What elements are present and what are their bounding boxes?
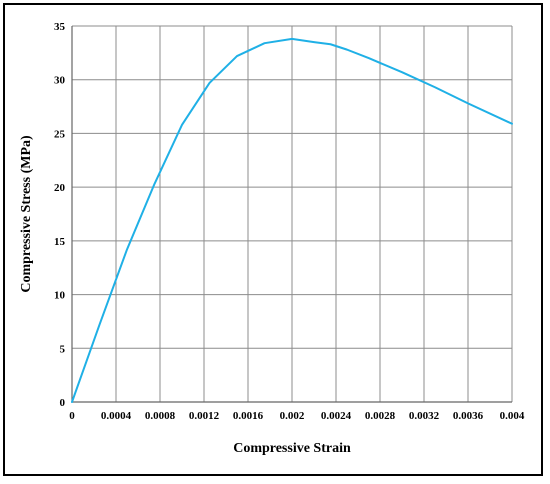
x-axis-title: Compressive Strain — [233, 441, 351, 456]
y-tick-label: 10 — [54, 290, 66, 302]
y-tick-label: 15 — [54, 236, 66, 248]
x-tick-label: 0.0008 — [145, 410, 176, 422]
x-tick-label: 0.0032 — [409, 410, 440, 422]
x-tick-label: 0.002 — [280, 410, 305, 422]
series-layer — [71, 37, 513, 403]
x-tick-label: 0.0016 — [233, 410, 264, 422]
x-tick-label: 0 — [69, 410, 75, 422]
y-tick-label: 20 — [54, 182, 66, 194]
x-tick-label: 0.0024 — [321, 410, 352, 422]
y-tick-label: 0 — [60, 397, 66, 409]
y-tick-label: 5 — [60, 343, 66, 355]
x-tick-label: 0.0036 — [453, 410, 484, 422]
y-tick-label: 25 — [54, 128, 66, 140]
chart-frame — [3, 3, 543, 476]
y-axis-title: Compressive Stress (MPa) — [19, 135, 34, 293]
x-tick-label: 0.0028 — [365, 410, 396, 422]
y-tick-label: 30 — [54, 75, 66, 87]
y-tick-labels: 0 5 10 15 20 25 30 35 — [54, 21, 66, 409]
x-tick-label: 0.004 — [500, 410, 525, 422]
y-tick-label: 35 — [54, 21, 66, 33]
x-tick-labels: 0 0.0004 0.0008 0.0012 0.0016 0.002 0.0024 0.00… — [69, 410, 525, 422]
x-tick-label: 0.0012 — [189, 410, 220, 422]
stress-strain-line — [71, 37, 513, 403]
grid-lines — [71, 25, 513, 403]
axes — [71, 26, 512, 403]
x-tick-label: 0.0004 — [101, 410, 132, 422]
